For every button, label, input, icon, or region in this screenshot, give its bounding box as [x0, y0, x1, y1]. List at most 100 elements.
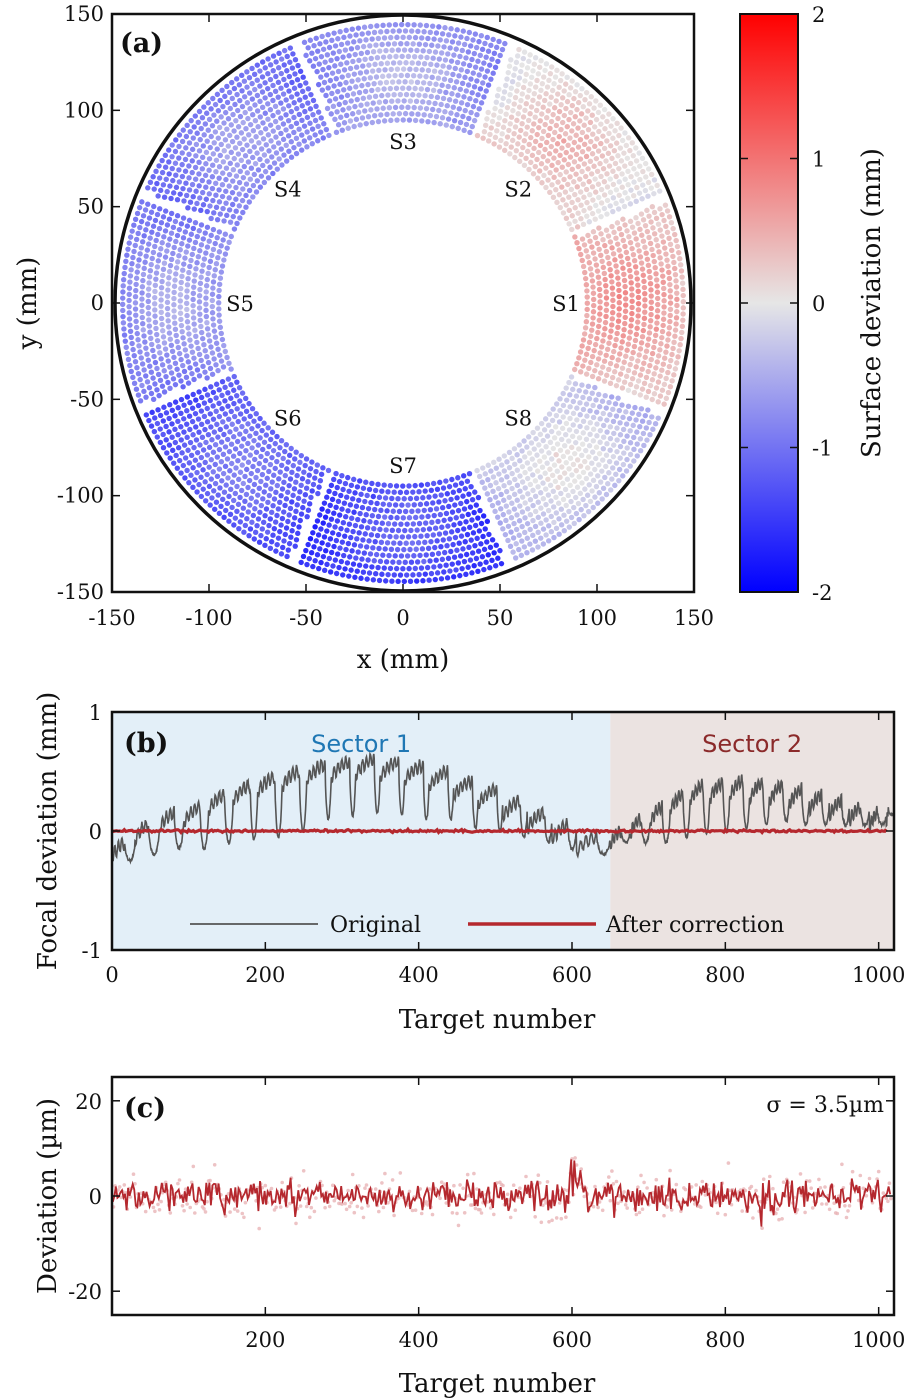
surface-point-s2 [615, 206, 622, 212]
surface-point-s2 [532, 163, 538, 170]
surface-point-s3 [431, 36, 437, 42]
surface-point-s6 [291, 515, 298, 521]
surface-point-s2 [549, 87, 556, 94]
surface-point-s8 [583, 447, 589, 454]
surface-point-s4 [223, 176, 229, 183]
surface-point-s1 [642, 222, 649, 229]
surface-point-s2 [526, 58, 532, 65]
surface-point-s3 [363, 37, 369, 43]
surface-point-s4 [283, 82, 290, 88]
surface-point-s4 [205, 127, 211, 133]
surface-point-s2 [519, 91, 525, 97]
surface-point-s6 [262, 457, 269, 464]
surface-point-s2 [543, 91, 549, 97]
surface-point-s3 [494, 44, 500, 51]
surface-point-s2 [496, 86, 502, 93]
surface-point-s3 [464, 101, 471, 108]
surface-point-s4 [227, 132, 233, 139]
surface-point-s5 [184, 288, 190, 294]
surface-point-s6 [204, 392, 211, 398]
x-tick-label: 600 [552, 963, 592, 987]
surface-point-s8 [558, 490, 564, 497]
surface-point-s1 [595, 356, 602, 362]
surface-point-s5 [192, 361, 199, 367]
surface-point-s5 [135, 263, 141, 269]
surface-point-s4 [183, 145, 189, 151]
surface-point-s3 [387, 54, 393, 60]
surface-point-s6 [190, 432, 196, 438]
surface-point-s8 [527, 541, 533, 547]
surface-point-s3 [430, 55, 436, 61]
surface-point-s2 [540, 104, 546, 110]
surface-point-s1 [610, 303, 616, 310]
raw-point [461, 1186, 465, 1191]
raw-point [844, 1215, 849, 1220]
surface-point-s8 [566, 379, 572, 386]
surface-point-s6 [219, 478, 225, 484]
raw-point [301, 1169, 306, 1173]
surface-point-s5 [138, 245, 145, 251]
surface-point-s3 [476, 72, 482, 78]
surface-point-s1 [651, 391, 658, 397]
surface-point-s2 [637, 163, 643, 169]
surface-point-s4 [179, 161, 185, 168]
surface-point-s5 [190, 225, 197, 232]
surface-point-s4 [216, 199, 223, 205]
surface-point-s2 [518, 151, 524, 158]
surface-point-s3 [390, 60, 397, 66]
surface-point-s4 [150, 174, 156, 180]
surface-point-s6 [193, 424, 199, 430]
surface-point-s8 [505, 523, 512, 529]
surface-point-s7 [413, 546, 419, 552]
raw-point [314, 1196, 318, 1200]
surface-point-s6 [193, 437, 200, 443]
surface-point-s6 [205, 432, 212, 438]
surface-point-s4 [233, 117, 239, 124]
surface-point-s7 [366, 486, 373, 493]
raw-point [243, 1200, 248, 1205]
surface-point-s6 [256, 460, 262, 467]
surface-point-s8 [613, 460, 620, 466]
surface-point-s4 [309, 140, 315, 147]
surface-point-s3 [315, 48, 321, 54]
surface-point-s2 [564, 98, 571, 105]
surface-point-s3 [418, 54, 424, 60]
surface-point-s3 [348, 98, 354, 104]
surface-point-s3 [351, 71, 358, 77]
surface-point-s7 [479, 554, 486, 560]
surface-point-s2 [606, 111, 612, 117]
surface-point-s6 [235, 501, 242, 508]
surface-point-s7 [387, 482, 394, 489]
surface-point-s7 [315, 532, 322, 538]
surface-point-s5 [171, 308, 177, 314]
surface-point-s3 [439, 31, 446, 37]
surface-point-s8 [549, 456, 555, 462]
surface-point-s6 [247, 502, 253, 508]
surface-point-s5 [167, 364, 173, 370]
surface-point-s3 [456, 73, 462, 79]
surface-point-s8 [583, 401, 590, 407]
surface-point-s8 [627, 451, 634, 458]
surface-point-s7 [409, 540, 416, 546]
surface-point-s1 [625, 387, 632, 393]
surface-point-s5 [139, 290, 145, 296]
surface-point-s5 [190, 309, 196, 315]
surface-point-s3 [405, 104, 411, 111]
surface-point-s6 [294, 502, 300, 508]
surface-point-s5 [211, 328, 218, 334]
surface-point-s4 [246, 75, 253, 81]
surface-point-s8 [616, 466, 623, 473]
surface-point-s3 [444, 70, 450, 76]
surface-point-s7 [470, 530, 477, 536]
surface-point-s7 [363, 544, 370, 550]
surface-point-s8 [596, 450, 603, 457]
surface-point-s7 [463, 571, 469, 578]
surface-point-s3 [417, 105, 424, 111]
surface-point-s3 [350, 91, 357, 97]
surface-point-s3 [375, 86, 381, 93]
surface-point-s1 [578, 251, 584, 258]
x-tick-label: -50 [289, 606, 323, 630]
surface-point-s2 [585, 166, 591, 172]
surface-point-s1 [603, 301, 610, 307]
surface-point-s3 [429, 74, 435, 81]
